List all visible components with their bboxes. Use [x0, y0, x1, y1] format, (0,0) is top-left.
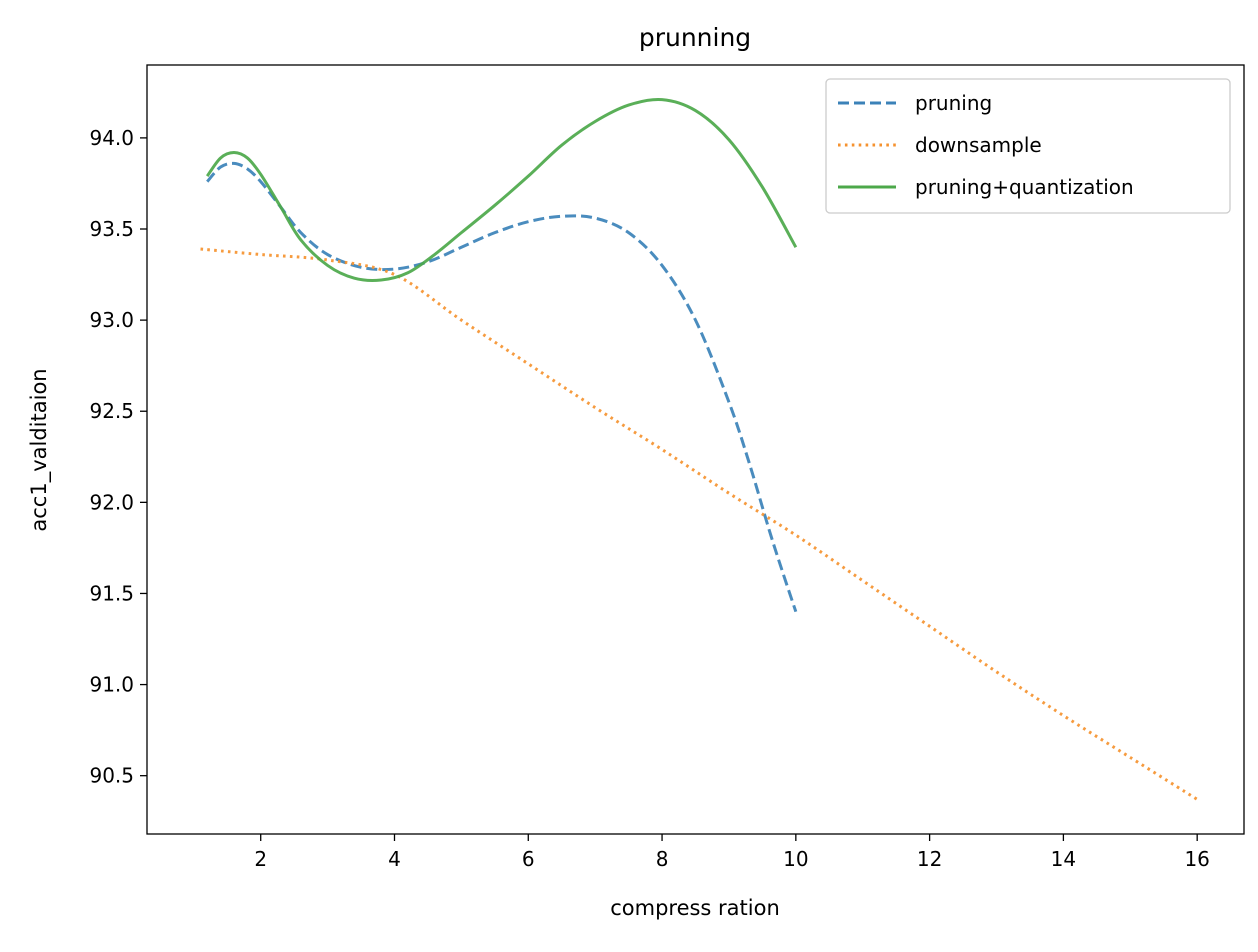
y-axis: 90.5 91.0 91.5 92.0 92.5 93.0 93.5 94.0 [89, 126, 147, 788]
x-tick-label: 2 [254, 847, 267, 871]
series-layer [200, 97, 1198, 801]
legend-entry: pruning+quantization [915, 175, 1134, 199]
x-tick-label: 12 [917, 847, 942, 871]
x-tick-label: 10 [783, 847, 808, 871]
y-tick-label: 93.5 [89, 217, 134, 241]
x-axis: 2 4 6 8 10 12 14 16 [254, 834, 1210, 871]
y-tick-label: 90.5 [89, 764, 134, 788]
y-tick-label: 93.0 [89, 308, 134, 332]
y-tick-label: 92.5 [89, 399, 134, 423]
y-tick-label: 91.5 [89, 581, 134, 605]
series-line-pruning-quantization [205, 97, 798, 282]
chart-title: prunning [639, 23, 751, 52]
legend-box [825, 78, 1231, 214]
plot-frame [146, 64, 1245, 835]
x-tick-label: 16 [1184, 847, 1209, 871]
x-tick-label: 8 [656, 847, 669, 871]
legend: pruning downsample pruning+quantization [825, 78, 1231, 214]
y-tick-label: 91.0 [89, 673, 134, 697]
y-axis-label: acc1_valditaion [27, 368, 52, 531]
legend-entry: downsample [915, 133, 1042, 157]
legend-entry: pruning [915, 91, 992, 115]
plot-area [146, 64, 1245, 835]
x-axis-label: compress ration [610, 896, 780, 920]
series-line-pruning [206, 161, 798, 613]
x-tick-label: 4 [388, 847, 401, 871]
y-tick-label: 92.0 [89, 490, 134, 514]
x-tick-label: 14 [1051, 847, 1076, 871]
y-tick-label: 94.0 [89, 126, 134, 150]
x-tick-label: 6 [522, 847, 535, 871]
